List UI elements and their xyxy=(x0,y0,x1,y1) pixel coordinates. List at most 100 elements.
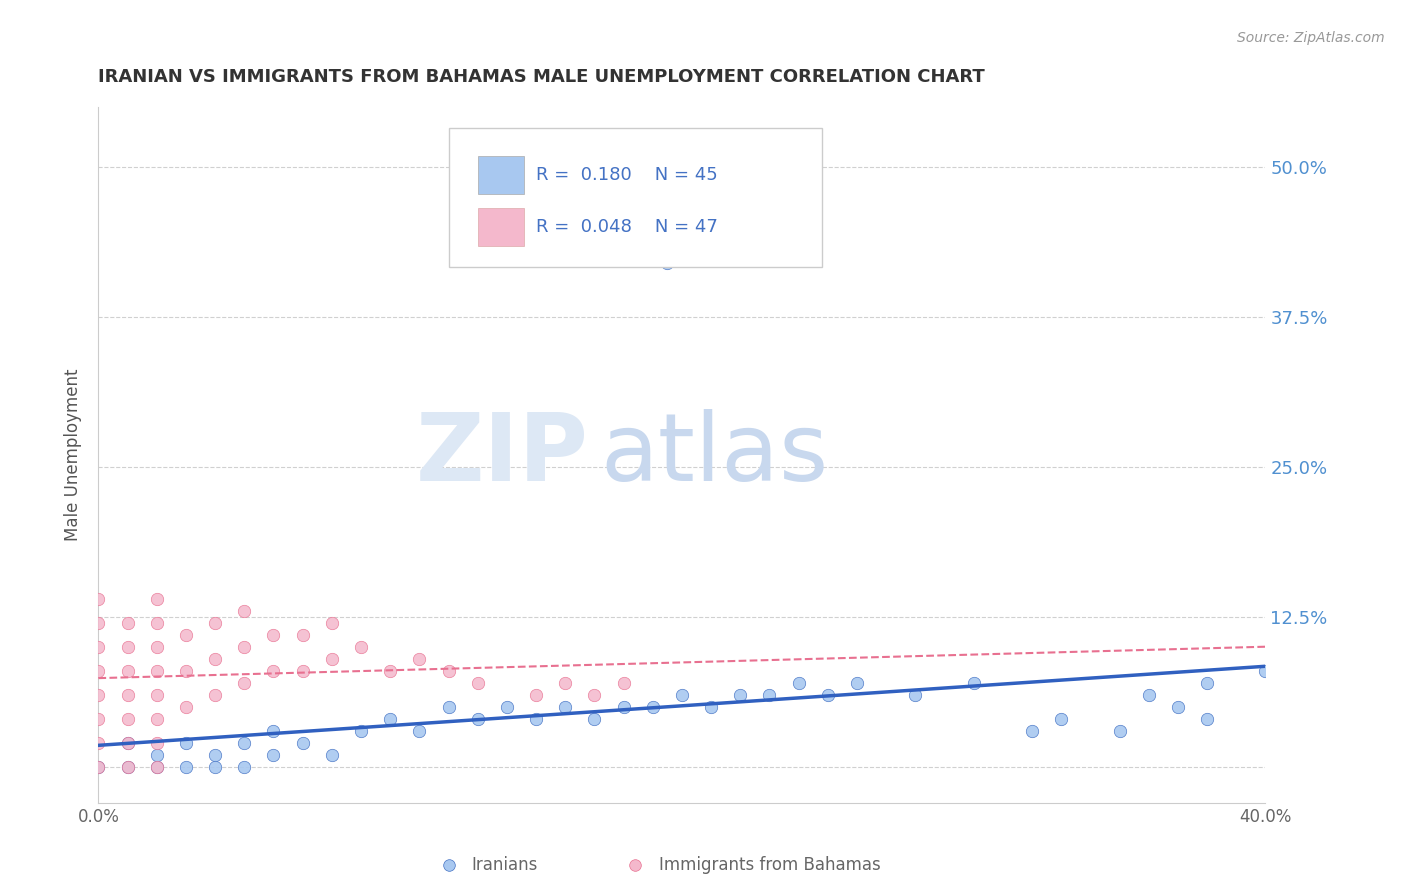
Point xyxy=(291,628,314,642)
Point xyxy=(321,652,343,666)
Point xyxy=(87,591,110,606)
Point xyxy=(467,676,489,690)
Point xyxy=(233,736,256,750)
FancyBboxPatch shape xyxy=(449,128,823,267)
Point xyxy=(758,688,780,702)
Point xyxy=(87,712,110,726)
Point xyxy=(612,676,634,690)
Point xyxy=(87,736,110,750)
Point xyxy=(583,688,606,702)
Point xyxy=(657,256,679,270)
Point xyxy=(1108,723,1130,738)
Point xyxy=(1254,664,1277,678)
Point xyxy=(671,688,693,702)
Point xyxy=(408,652,430,666)
Point xyxy=(87,615,110,630)
Point xyxy=(117,736,139,750)
Point xyxy=(146,688,169,702)
Point xyxy=(291,736,314,750)
Point xyxy=(233,640,256,654)
Point xyxy=(1050,712,1073,726)
Point xyxy=(146,640,169,654)
Point xyxy=(524,712,547,726)
Point xyxy=(350,723,373,738)
Point xyxy=(233,676,256,690)
Point xyxy=(117,760,139,774)
Point xyxy=(87,640,110,654)
Point xyxy=(146,664,169,678)
Point xyxy=(262,664,284,678)
Point xyxy=(554,699,576,714)
Text: atlas: atlas xyxy=(600,409,828,501)
Point xyxy=(817,688,839,702)
Point xyxy=(1284,652,1306,666)
Point xyxy=(380,664,402,678)
Point xyxy=(204,747,226,762)
Point xyxy=(1021,723,1043,738)
Point xyxy=(262,723,284,738)
Point xyxy=(730,688,752,702)
Point xyxy=(174,628,197,642)
Point xyxy=(321,747,343,762)
Point xyxy=(233,760,256,774)
Point xyxy=(146,760,169,774)
Point xyxy=(496,699,519,714)
Point xyxy=(87,760,110,774)
Point xyxy=(117,688,139,702)
Text: ZIP: ZIP xyxy=(416,409,589,501)
Point xyxy=(174,736,197,750)
Point xyxy=(204,615,226,630)
Point xyxy=(204,652,226,666)
Point xyxy=(117,760,139,774)
Point xyxy=(146,615,169,630)
Point xyxy=(1167,699,1189,714)
Point xyxy=(262,628,284,642)
Point xyxy=(146,591,169,606)
Point xyxy=(87,688,110,702)
Point xyxy=(437,664,460,678)
Point xyxy=(904,688,927,702)
Text: R =  0.180    N = 45: R = 0.180 N = 45 xyxy=(536,166,718,185)
Point xyxy=(437,699,460,714)
Point xyxy=(233,604,256,618)
Point xyxy=(962,868,984,882)
Point xyxy=(174,664,197,678)
Point xyxy=(87,664,110,678)
Point xyxy=(321,615,343,630)
Point xyxy=(204,688,226,702)
Point xyxy=(174,699,197,714)
Text: Source: ZipAtlas.com: Source: ZipAtlas.com xyxy=(1237,31,1385,45)
Point xyxy=(612,699,634,714)
Y-axis label: Male Unemployment: Male Unemployment xyxy=(65,368,83,541)
Point xyxy=(700,699,723,714)
Point xyxy=(146,747,169,762)
Point xyxy=(350,640,373,654)
Text: Iranians: Iranians xyxy=(472,856,538,874)
Point xyxy=(554,676,576,690)
Point xyxy=(117,712,139,726)
Point xyxy=(380,712,402,726)
Point xyxy=(467,712,489,726)
Point xyxy=(524,688,547,702)
Point xyxy=(962,676,984,690)
Point xyxy=(641,699,664,714)
Point xyxy=(846,676,869,690)
Point xyxy=(117,640,139,654)
Point xyxy=(174,760,197,774)
Text: IRANIAN VS IMMIGRANTS FROM BAHAMAS MALE UNEMPLOYMENT CORRELATION CHART: IRANIAN VS IMMIGRANTS FROM BAHAMAS MALE … xyxy=(98,68,986,86)
Point xyxy=(146,712,169,726)
Point xyxy=(117,664,139,678)
Point xyxy=(1195,712,1218,726)
Point xyxy=(117,615,139,630)
Point xyxy=(87,760,110,774)
Text: Immigrants from Bahamas: Immigrants from Bahamas xyxy=(658,856,880,874)
Point xyxy=(1137,688,1160,702)
Point xyxy=(1195,676,1218,690)
Bar xyxy=(478,208,524,246)
Point xyxy=(787,676,810,690)
Point xyxy=(117,736,139,750)
Point xyxy=(291,664,314,678)
Point xyxy=(146,736,169,750)
Point xyxy=(408,723,430,738)
Point xyxy=(583,712,606,726)
